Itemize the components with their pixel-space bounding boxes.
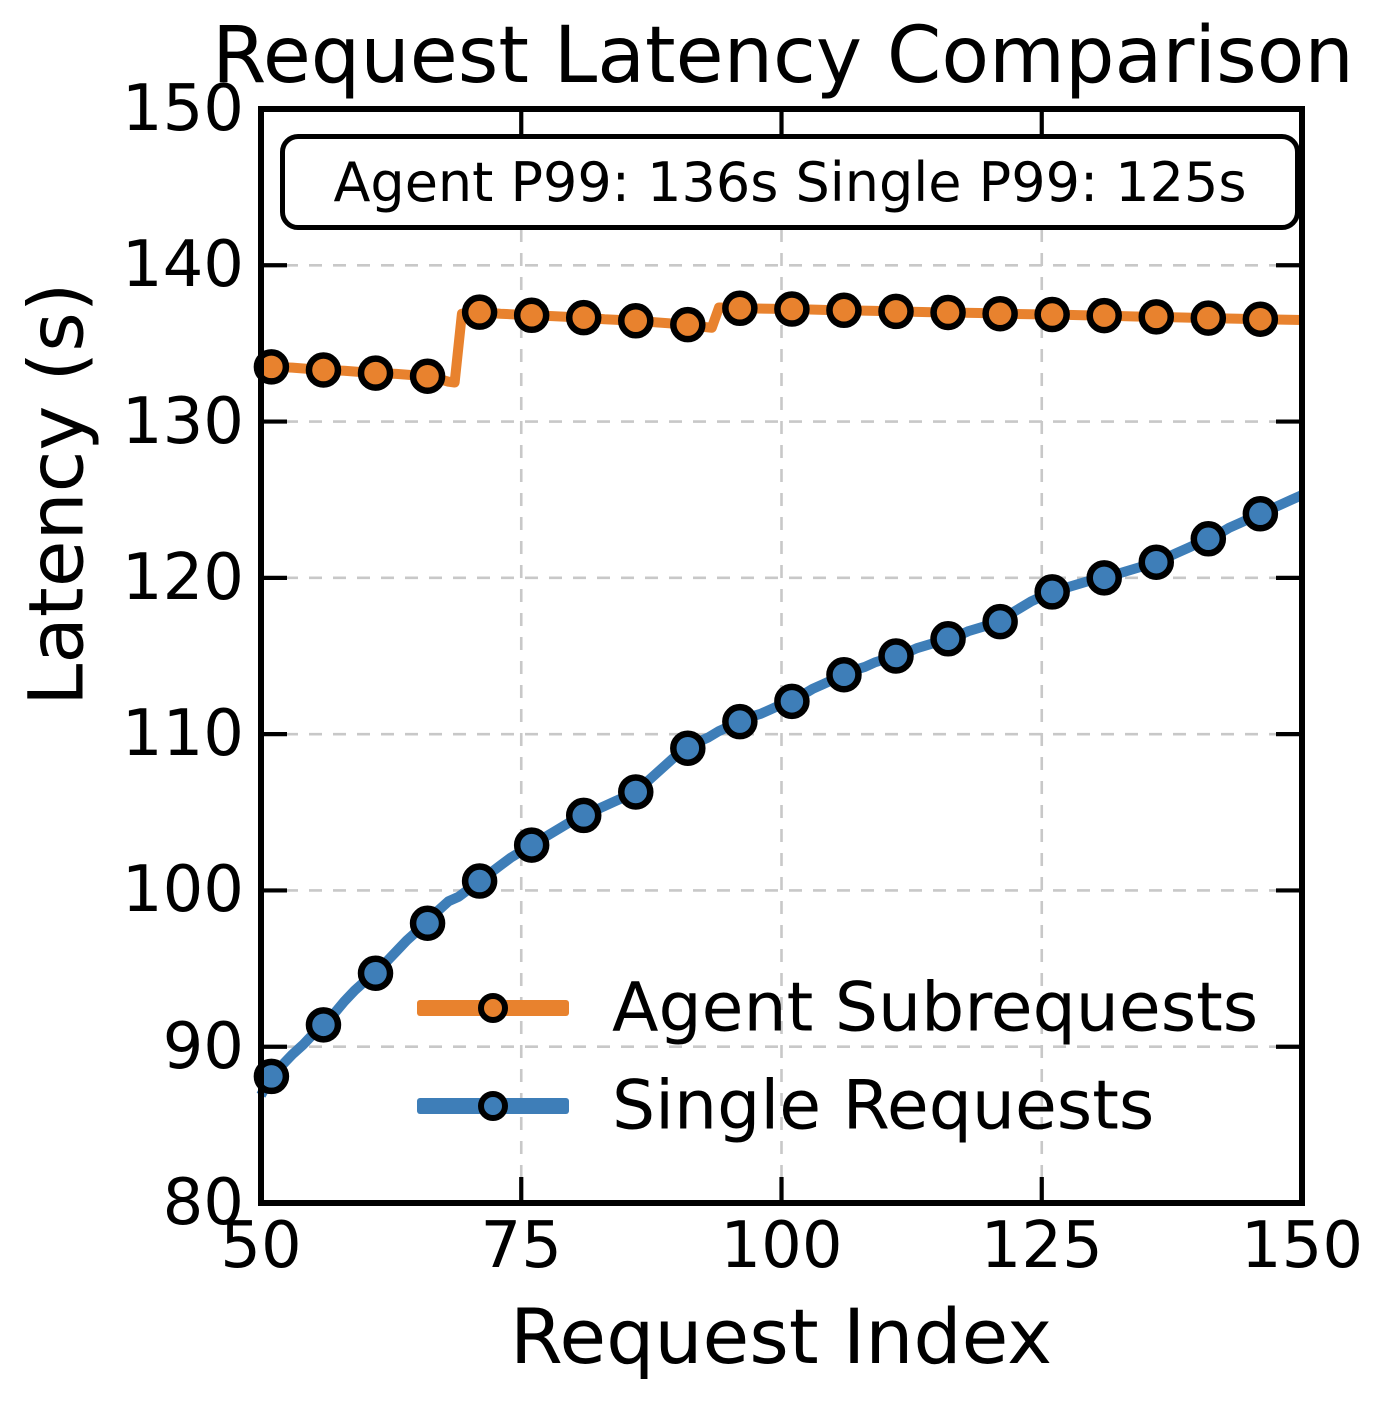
x-axis-label: Request Index: [509, 1292, 1053, 1381]
x-tick-label: 150: [1240, 1209, 1364, 1283]
chart-title: Request Latency Comparison: [212, 11, 1354, 101]
gridlines: [261, 109, 1302, 1203]
data-point-marker: [513, 827, 550, 863]
data-point-marker: [930, 621, 966, 657]
data-point-marker: [1086, 560, 1122, 596]
y-tick-label: 140: [121, 228, 244, 303]
tick-marks: [258, 106, 1305, 1206]
data-point-marker: [878, 293, 914, 330]
data-point-marker: [409, 905, 446, 941]
y-tick-label: 120: [121, 540, 244, 615]
data-point-marker: [1190, 521, 1227, 557]
data-point-marker: [1242, 496, 1279, 532]
data-point-marker: [357, 955, 394, 992]
data-point-marker: [253, 1058, 290, 1095]
x-tick-label: 100: [720, 1209, 843, 1283]
series-single-requests: [253, 490, 1305, 1098]
x-tick-label: 125: [980, 1209, 1103, 1283]
data-point-marker: [670, 730, 706, 766]
data-point-marker: [618, 774, 654, 810]
data-point-marker: [565, 797, 602, 834]
y-axis-label: Latency (s): [11, 282, 101, 706]
y-tick-label: 80: [162, 1166, 244, 1240]
data-point-marker: [722, 703, 758, 740]
x-tick-label: 50: [220, 1209, 302, 1283]
data-point-marker: [982, 295, 1018, 332]
agent-marker-icon: [478, 993, 508, 1023]
single-marker-icon: [478, 1091, 508, 1121]
data-point-marker: [461, 863, 498, 899]
legend-label-single: Single Requests: [612, 1066, 1155, 1146]
y-tick-label: 100: [121, 853, 244, 928]
data-point-marker: [1138, 544, 1175, 580]
data-point-marker: [305, 1007, 342, 1043]
y-tick-label: 150: [121, 72, 244, 146]
data-point-marker: [1190, 300, 1227, 336]
data-point-marker: [1086, 297, 1122, 334]
data-point-marker: [826, 657, 862, 693]
data-point-marker: [1138, 299, 1175, 335]
data-point-marker: [305, 352, 342, 388]
y-tick-label: 110: [121, 697, 244, 772]
p99-annotation-text: Agent P99: 136s Single P99: 125s: [333, 150, 1247, 214]
data-point-marker: [670, 306, 706, 343]
data-point-marker: [461, 294, 498, 330]
data-point-marker: [774, 683, 810, 720]
data-point-marker: [930, 294, 966, 331]
y-tick-label: 130: [121, 384, 244, 459]
data-point-marker: [357, 355, 394, 391]
series-agent-subrequests: [253, 290, 1303, 394]
data-point-marker: [565, 299, 602, 336]
data-point-marker: [982, 603, 1018, 640]
data-point-marker: [618, 303, 654, 339]
data-point-marker: [513, 297, 550, 334]
data-point-marker: [253, 349, 290, 385]
data-point-marker: [774, 291, 810, 327]
data-point-marker: [722, 290, 758, 327]
legend-label-agent: Agent Subrequests: [612, 968, 1259, 1048]
y-tick-label: 90: [162, 1009, 244, 1084]
data-point-marker: [409, 358, 446, 394]
data-point-marker: [1242, 301, 1279, 337]
x-tick-label: 75: [480, 1209, 562, 1283]
p99-annotation-box: Agent P99: 136s Single P99: 125s: [280, 134, 1300, 230]
data-point-marker: [878, 638, 914, 674]
data-point-marker: [1034, 574, 1070, 610]
data-point-marker: [826, 292, 862, 329]
data-point-marker: [1034, 296, 1070, 333]
